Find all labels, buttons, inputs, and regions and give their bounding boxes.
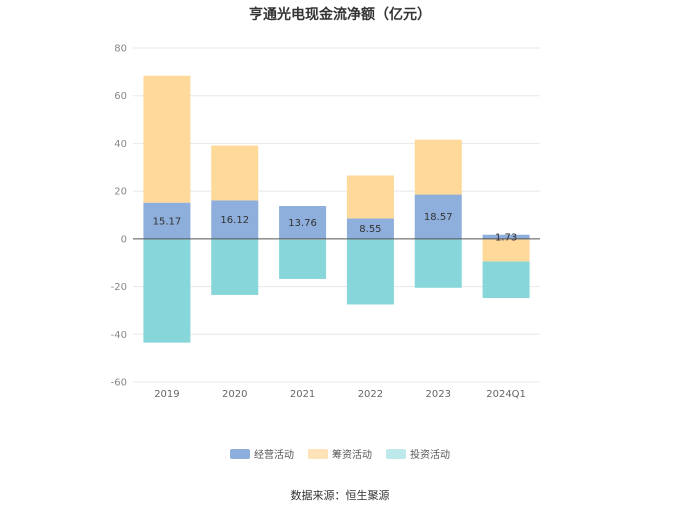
bar-investing xyxy=(279,239,327,279)
legend-label-operating: 经营活动 xyxy=(254,450,294,461)
source-note: 数据来源：恒生聚源 xyxy=(290,489,390,502)
bar-operating xyxy=(414,194,462,239)
bar-layer xyxy=(143,75,530,343)
y-tick-label: 0 xyxy=(121,234,127,245)
bar-financing xyxy=(346,175,394,219)
data-label: 1.73 xyxy=(495,232,517,243)
data-label: 15.17 xyxy=(153,216,182,227)
legend-swatch-financing xyxy=(308,448,328,459)
bar-investing xyxy=(414,238,462,288)
legend-item-operating[interactable]: 经营活动 xyxy=(230,446,294,461)
x-tick-label: 2022 xyxy=(358,389,383,400)
bar-financing xyxy=(482,238,530,262)
axis-layer: 80 60 40 20 0 -20 -40 -60 2019 2020 2021 2022 2023 20… xyxy=(111,44,540,400)
y-tick-label: 60 xyxy=(114,91,127,102)
data-label: 18.57 xyxy=(424,212,453,223)
y-tick-label: -40 xyxy=(111,330,127,341)
legend: 经营活动 筹资活动 投资活动 xyxy=(0,446,680,461)
bar-financing xyxy=(143,75,191,203)
bar-investing xyxy=(346,238,394,305)
bar-investing xyxy=(482,261,530,299)
bar-investing xyxy=(143,238,191,343)
legend-item-financing[interactable]: 筹资活动 xyxy=(308,446,372,461)
legend-label-financing: 筹资活动 xyxy=(332,450,372,461)
legend-swatch-investing xyxy=(386,448,406,459)
bar-operating xyxy=(279,206,327,239)
y-tick-label: -60 xyxy=(111,378,127,389)
y-tick-label: 40 xyxy=(114,139,127,150)
y-tick-label: 80 xyxy=(114,44,127,55)
bar-operating xyxy=(211,200,259,239)
label-layer: 15.17 16.12 13.76 8.55 18.57 1.73 xyxy=(153,212,518,243)
legend-swatch-operating xyxy=(230,448,250,459)
chart-title: 亨通光电现金流净额（亿元） xyxy=(249,7,431,23)
x-tick-label: 2021 xyxy=(290,389,315,400)
data-label: 8.55 xyxy=(359,224,381,235)
legend-label-investing: 投资活动 xyxy=(410,450,450,461)
bar-operating xyxy=(482,234,530,239)
x-tick-label: 2023 xyxy=(426,389,451,400)
y-tick-label: 20 xyxy=(114,187,127,198)
bar-financing xyxy=(211,145,259,201)
x-tick-label: 2020 xyxy=(222,389,247,400)
bar-operating xyxy=(346,218,394,239)
x-tick-label: 2024Q1 xyxy=(486,389,526,400)
bar-investing xyxy=(211,238,259,295)
legend-item-investing[interactable]: 投资活动 xyxy=(386,446,450,461)
y-tick-label: -20 xyxy=(111,282,127,293)
x-tick-label: 2019 xyxy=(154,389,179,400)
grid-layer xyxy=(133,47,540,383)
data-label: 16.12 xyxy=(220,215,249,226)
bar-operating xyxy=(143,202,191,239)
data-label: 13.76 xyxy=(288,218,317,229)
bar-financing xyxy=(414,139,462,195)
